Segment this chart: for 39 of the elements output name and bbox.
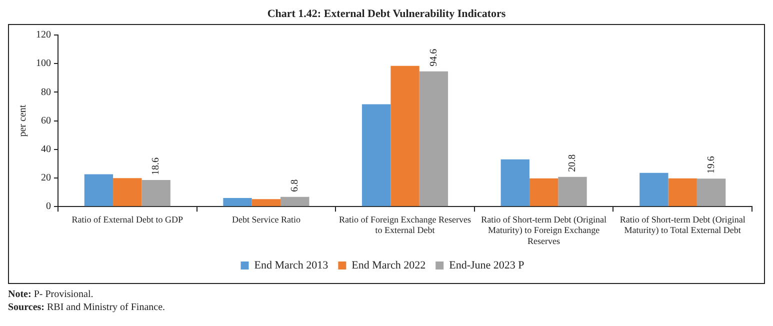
x-tick-label: Ratio of External Debt to GDP: [72, 214, 184, 224]
data-label: 19.6: [706, 156, 717, 174]
data-label: 20.8: [567, 154, 578, 172]
y-tick-label: 100: [36, 58, 51, 70]
x-tick-label: Ratio of Short-term Debt (Original Maturity) to Foreign Exchange Reserves: [481, 214, 608, 246]
bar: [223, 198, 252, 206]
legend-label: End March 2022: [352, 259, 426, 272]
bar: [113, 178, 142, 206]
legend-label: End-June 2023 P: [449, 259, 524, 272]
bar: [84, 174, 114, 206]
y-tick-label: 40: [41, 144, 51, 156]
bar: [390, 66, 420, 206]
bar: [529, 178, 558, 206]
data-label: 18.6: [150, 158, 162, 175]
source-note: Sources: RBI and Ministry of Finance.: [8, 301, 166, 314]
data-label: 94.6: [428, 48, 440, 66]
chart-title: Chart 1.42: External Debt Vulnerability Indicators: [266, 8, 507, 20]
y-tick-label: 20: [41, 172, 51, 184]
bar: [419, 71, 448, 206]
x-tick-label: Debt Service Ratio: [232, 214, 301, 224]
y-axis-title: per cent: [18, 104, 29, 137]
bar: [558, 176, 587, 206]
text: Note: P- Provisional.: [8, 288, 94, 301]
bar: [640, 172, 668, 206]
bar: [362, 104, 391, 206]
bar: [668, 178, 697, 206]
x-tick-label: Ratio of Foreign Exchange Reserves to External Debt: [339, 214, 472, 236]
y-tick-label: 120: [36, 30, 51, 41]
bar: [252, 199, 281, 206]
x-tick-label: Ratio of Short-term Debt (Original Maturity) to Total External Debt: [620, 214, 746, 236]
bar: [142, 180, 170, 206]
legend-label: End March 2013: [254, 259, 329, 272]
y-tick-label: 0: [46, 201, 51, 212]
bar: [696, 178, 726, 206]
bar: [280, 196, 310, 206]
y-tick-label: 60: [41, 115, 51, 126]
y-tick-label: 80: [41, 86, 51, 98]
data-label: 6.8: [290, 179, 301, 192]
bar: [500, 159, 530, 206]
